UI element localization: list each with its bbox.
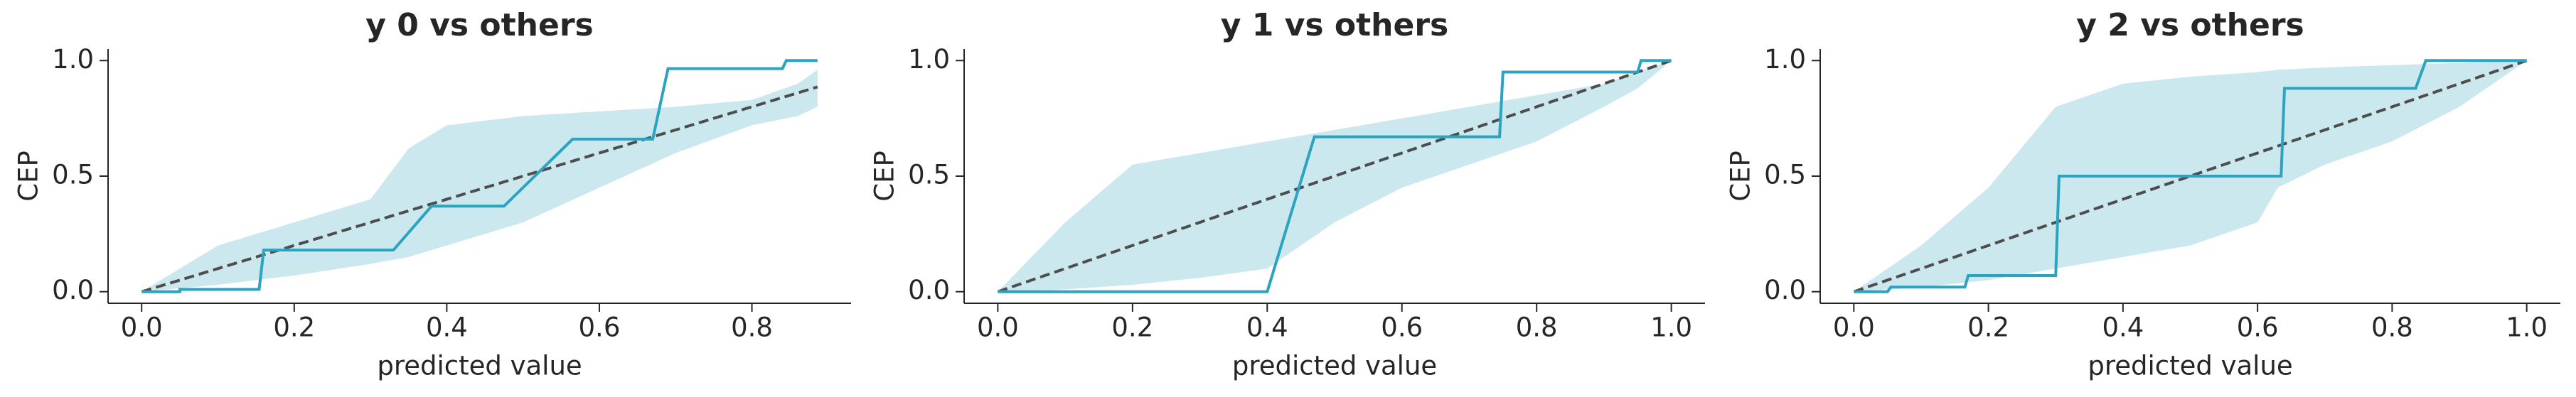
x-tick-label: 0.0 (1833, 312, 1875, 343)
x-tick-label: 0.0 (977, 312, 1019, 343)
x-axis-label: predicted value (1232, 351, 1437, 381)
x-tick-label: 0.0 (121, 312, 163, 343)
calibration-line (1854, 59, 2527, 293)
calibration-line (998, 59, 1672, 293)
x-tick-label: 0.8 (2371, 312, 2413, 343)
x-tick-label: 0.2 (1111, 312, 1153, 343)
x-axis-label: predicted value (377, 351, 582, 381)
x-tick-label: 0.4 (2102, 312, 2144, 343)
y-axis-label: CEP (14, 151, 44, 202)
x-tick-label: 0.6 (1381, 312, 1423, 343)
x-tick-label: 0.6 (2237, 312, 2279, 343)
y-tick-label: 1.0 (52, 44, 94, 75)
x-tick-label: 1.0 (2506, 312, 2548, 343)
calibration-line (141, 59, 818, 293)
chart-title: y 0 vs others (365, 7, 593, 43)
confidence-band (141, 70, 818, 292)
y-tick-label: 0.5 (908, 160, 950, 190)
x-tick-label: 0.8 (1516, 312, 1558, 343)
x-tick-label: 0.2 (273, 312, 315, 343)
reference-line (141, 85, 818, 293)
x-tick-label: 0.4 (426, 312, 468, 343)
x-tick-label: 0.2 (1967, 312, 2009, 343)
y-axis-label: CEP (870, 151, 900, 202)
y-tick-label: 0.5 (1764, 160, 1806, 190)
confidence-band (998, 60, 1672, 292)
x-tick-label: 1.0 (1650, 312, 1692, 343)
y-axis-label: CEP (1726, 151, 1756, 202)
y-tick-label: 0.5 (52, 160, 94, 190)
x-tick-label: 0.4 (1246, 312, 1288, 343)
x-axis-label: predicted value (2088, 351, 2292, 381)
y-tick-label: 1.0 (1764, 44, 1806, 75)
y-tick-label: 0.0 (52, 275, 94, 305)
y-tick-label: 1.0 (908, 44, 950, 75)
chart-title: y 2 vs others (2076, 7, 2304, 43)
x-tick-label: 0.6 (579, 312, 621, 343)
y-tick-label: 0.0 (908, 275, 950, 305)
x-tick-label: 0.8 (731, 312, 773, 343)
y-tick-label: 0.0 (1764, 275, 1806, 305)
chart-title: y 1 vs others (1221, 7, 1448, 43)
